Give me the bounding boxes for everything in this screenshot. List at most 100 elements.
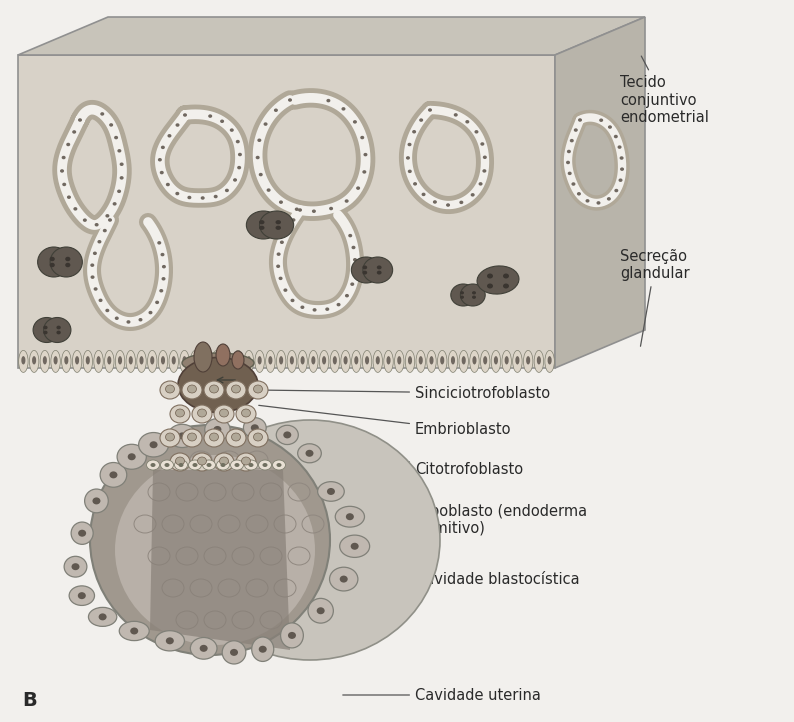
Ellipse shape: [162, 265, 166, 269]
Ellipse shape: [459, 201, 464, 204]
Ellipse shape: [194, 342, 212, 372]
Ellipse shape: [90, 425, 330, 655]
Ellipse shape: [216, 344, 230, 366]
Ellipse shape: [60, 169, 64, 173]
Ellipse shape: [491, 350, 501, 373]
Ellipse shape: [483, 155, 487, 159]
Ellipse shape: [166, 638, 174, 644]
Ellipse shape: [311, 356, 315, 365]
Ellipse shape: [113, 202, 117, 206]
Ellipse shape: [330, 567, 358, 591]
Ellipse shape: [67, 196, 71, 199]
Ellipse shape: [480, 142, 484, 146]
Ellipse shape: [260, 211, 294, 239]
Ellipse shape: [155, 300, 159, 304]
Ellipse shape: [182, 381, 202, 399]
Ellipse shape: [459, 350, 468, 373]
Ellipse shape: [191, 638, 217, 659]
Ellipse shape: [460, 291, 464, 295]
Ellipse shape: [387, 356, 391, 365]
Ellipse shape: [345, 199, 349, 203]
Polygon shape: [555, 17, 645, 368]
Ellipse shape: [570, 139, 574, 142]
Ellipse shape: [513, 350, 522, 373]
Ellipse shape: [226, 429, 246, 447]
Ellipse shape: [62, 350, 71, 373]
Ellipse shape: [365, 356, 369, 365]
Ellipse shape: [100, 112, 104, 116]
Ellipse shape: [119, 622, 149, 640]
Ellipse shape: [487, 274, 493, 279]
Ellipse shape: [465, 120, 469, 123]
Ellipse shape: [126, 350, 136, 373]
Ellipse shape: [214, 405, 234, 423]
Ellipse shape: [619, 156, 623, 160]
Ellipse shape: [362, 170, 366, 174]
Ellipse shape: [274, 108, 278, 112]
Ellipse shape: [148, 350, 157, 373]
Ellipse shape: [577, 192, 581, 196]
Ellipse shape: [199, 645, 208, 652]
Ellipse shape: [114, 136, 118, 139]
Ellipse shape: [377, 266, 382, 269]
Ellipse shape: [484, 356, 488, 365]
Ellipse shape: [618, 145, 622, 149]
Ellipse shape: [201, 196, 205, 200]
Ellipse shape: [66, 143, 70, 147]
Ellipse shape: [503, 274, 509, 279]
Ellipse shape: [92, 497, 101, 505]
Ellipse shape: [264, 122, 268, 126]
Ellipse shape: [53, 356, 58, 365]
Ellipse shape: [329, 206, 333, 210]
Ellipse shape: [252, 637, 274, 661]
Ellipse shape: [94, 287, 98, 291]
Polygon shape: [18, 17, 645, 55]
Ellipse shape: [266, 350, 275, 373]
Ellipse shape: [280, 623, 303, 648]
Ellipse shape: [259, 226, 264, 230]
Ellipse shape: [40, 350, 49, 373]
Ellipse shape: [607, 197, 611, 201]
Ellipse shape: [256, 156, 260, 160]
Ellipse shape: [161, 356, 165, 365]
Ellipse shape: [599, 118, 603, 122]
Ellipse shape: [155, 631, 184, 651]
Ellipse shape: [353, 270, 357, 274]
Ellipse shape: [276, 425, 299, 445]
Ellipse shape: [158, 350, 168, 373]
Ellipse shape: [160, 253, 164, 256]
Ellipse shape: [377, 271, 382, 274]
Ellipse shape: [341, 107, 345, 110]
Ellipse shape: [221, 463, 225, 467]
Ellipse shape: [322, 356, 326, 365]
Ellipse shape: [362, 350, 372, 373]
Ellipse shape: [138, 318, 142, 321]
Ellipse shape: [232, 351, 244, 369]
Ellipse shape: [175, 457, 184, 465]
Ellipse shape: [568, 172, 572, 175]
Ellipse shape: [175, 123, 179, 127]
Ellipse shape: [545, 350, 554, 373]
Text: Citotrofoblasto: Citotrofoblasto: [263, 443, 523, 477]
Ellipse shape: [453, 113, 458, 117]
Ellipse shape: [91, 275, 94, 279]
Ellipse shape: [118, 149, 121, 152]
Polygon shape: [150, 470, 290, 650]
Ellipse shape: [73, 207, 77, 211]
Ellipse shape: [117, 444, 146, 469]
Ellipse shape: [175, 192, 179, 196]
Ellipse shape: [175, 460, 187, 470]
Ellipse shape: [263, 463, 268, 467]
Ellipse shape: [72, 130, 76, 134]
Ellipse shape: [291, 299, 295, 303]
Ellipse shape: [168, 425, 196, 448]
Ellipse shape: [460, 295, 464, 299]
Ellipse shape: [175, 409, 184, 417]
Ellipse shape: [619, 178, 622, 182]
Ellipse shape: [205, 419, 230, 440]
Ellipse shape: [333, 356, 337, 365]
Ellipse shape: [65, 257, 71, 261]
Ellipse shape: [472, 291, 476, 295]
Ellipse shape: [214, 195, 218, 199]
Ellipse shape: [43, 331, 48, 334]
